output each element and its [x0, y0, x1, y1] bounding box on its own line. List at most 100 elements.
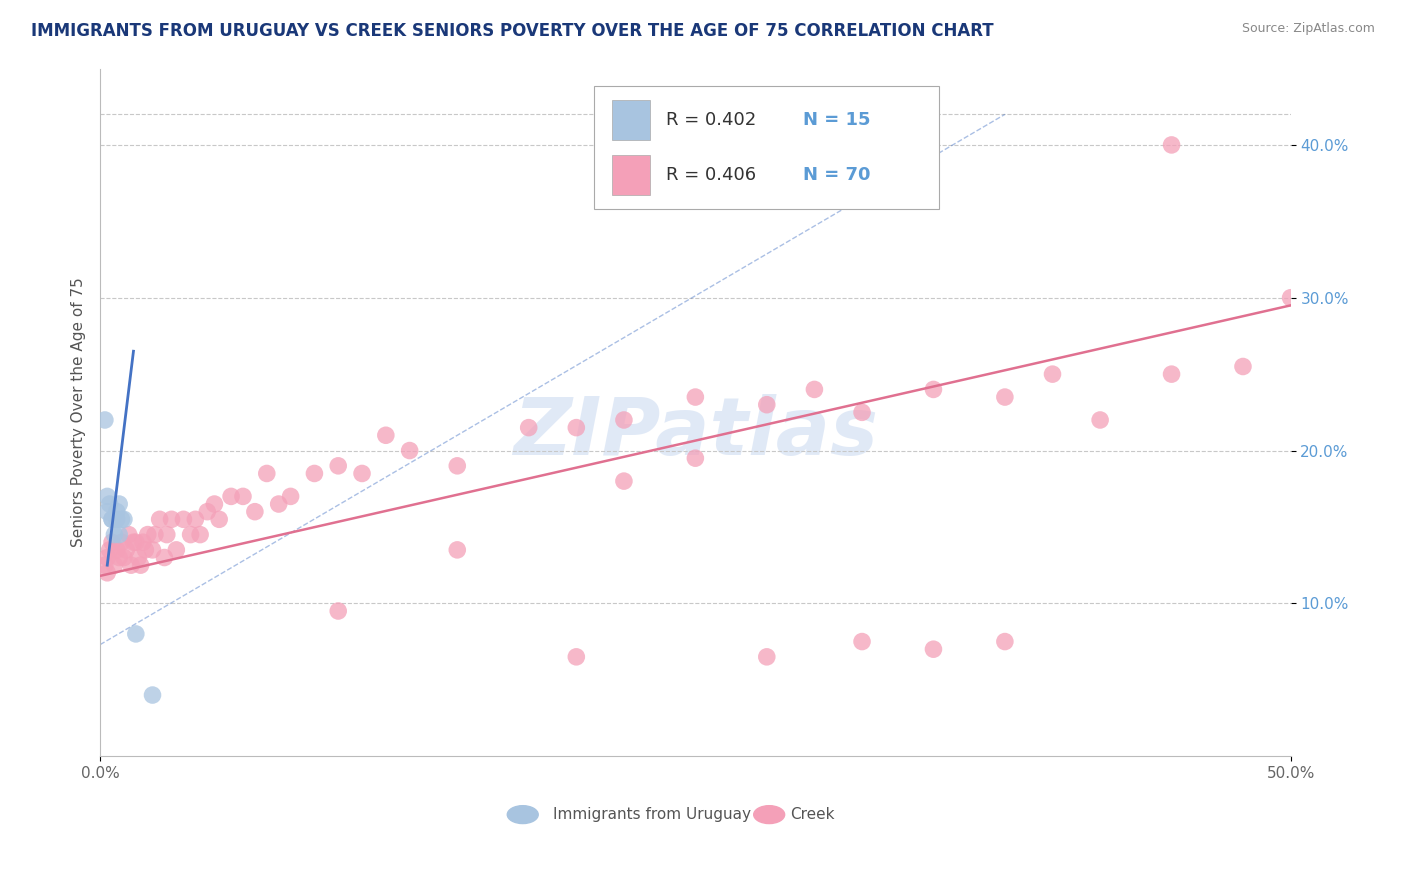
Point [149, 512, 172, 526]
Point [208, 512, 231, 526]
Point [129, 558, 152, 573]
FancyBboxPatch shape [612, 100, 650, 140]
Point [160, 512, 183, 526]
Text: IMMIGRANTS FROM URUGUAY VS CREEK SENIORS POVERTY OVER THE AGE OF 75 CORRELATION : IMMIGRANTS FROM URUGUAY VS CREEK SENIORS… [31, 22, 994, 40]
Point [1279, 291, 1302, 305]
Point [125, 535, 148, 549]
Point [108, 497, 131, 511]
Point [1160, 367, 1182, 381]
Point [156, 527, 179, 541]
Point [446, 458, 468, 473]
Point [94, 413, 117, 427]
Text: R = 0.406: R = 0.406 [665, 166, 756, 184]
Circle shape [754, 805, 785, 823]
Point [280, 489, 302, 503]
Point [165, 542, 187, 557]
FancyBboxPatch shape [595, 86, 939, 210]
Point [96, 505, 118, 519]
Text: N = 15: N = 15 [803, 112, 870, 129]
Point [136, 527, 159, 541]
Text: Immigrants from Uruguay: Immigrants from Uruguay [553, 807, 751, 822]
Point [188, 527, 211, 541]
Point [374, 428, 396, 442]
Y-axis label: Seniors Poverty Over the Age of 75: Seniors Poverty Over the Age of 75 [72, 277, 86, 547]
Point [565, 420, 588, 434]
Point [94, 558, 117, 573]
Text: N = 70: N = 70 [803, 166, 870, 184]
Point [685, 390, 707, 404]
Point [143, 527, 166, 541]
Text: ZIPatlas: ZIPatlas [513, 394, 877, 472]
Point [105, 505, 128, 519]
Point [685, 451, 707, 466]
Point [994, 390, 1017, 404]
Point [132, 535, 155, 549]
Point [219, 489, 242, 503]
Text: Creek: Creek [790, 807, 835, 822]
Point [141, 542, 163, 557]
Point [202, 497, 225, 511]
Point [105, 542, 128, 557]
Point [120, 558, 142, 573]
Circle shape [508, 805, 538, 823]
Point [350, 467, 373, 481]
Point [101, 512, 124, 526]
Point [110, 512, 132, 526]
Point [398, 443, 420, 458]
Point [267, 497, 290, 511]
Point [565, 649, 588, 664]
Point [98, 542, 121, 557]
Point [613, 413, 636, 427]
Point [110, 535, 132, 549]
FancyBboxPatch shape [612, 155, 650, 195]
Point [122, 535, 145, 549]
Text: Source: ZipAtlas.com: Source: ZipAtlas.com [1241, 22, 1375, 36]
Point [1042, 367, 1064, 381]
Point [446, 542, 468, 557]
Point [118, 527, 141, 541]
Point [256, 467, 278, 481]
Point [922, 642, 945, 657]
Point [125, 627, 148, 641]
Point [127, 550, 149, 565]
Point [108, 550, 131, 565]
Point [103, 558, 125, 573]
Point [755, 649, 778, 664]
Point [803, 383, 825, 397]
Point [851, 405, 873, 419]
Point [108, 527, 131, 541]
Point [180, 527, 202, 541]
Point [994, 634, 1017, 648]
Point [328, 458, 350, 473]
Point [243, 505, 266, 519]
Point [96, 566, 118, 580]
Point [517, 420, 540, 434]
Point [184, 512, 207, 526]
Point [115, 542, 138, 557]
Point [755, 398, 778, 412]
Point [1232, 359, 1254, 374]
Point [96, 489, 118, 503]
Point [1088, 413, 1111, 427]
Point [141, 688, 163, 702]
Point [232, 489, 254, 503]
Point [304, 467, 326, 481]
Point [101, 512, 124, 526]
Point [1160, 137, 1182, 152]
Point [98, 497, 121, 511]
Point [134, 542, 156, 557]
Point [112, 512, 135, 526]
Point [112, 550, 135, 565]
Point [172, 512, 194, 526]
Point [96, 550, 118, 565]
Point [613, 474, 636, 488]
Point [328, 604, 350, 618]
Point [103, 527, 125, 541]
Point [851, 634, 873, 648]
Point [922, 383, 945, 397]
Text: R = 0.402: R = 0.402 [665, 112, 756, 129]
Point [195, 505, 218, 519]
Point [153, 550, 176, 565]
Point [105, 512, 128, 526]
Point [101, 535, 124, 549]
